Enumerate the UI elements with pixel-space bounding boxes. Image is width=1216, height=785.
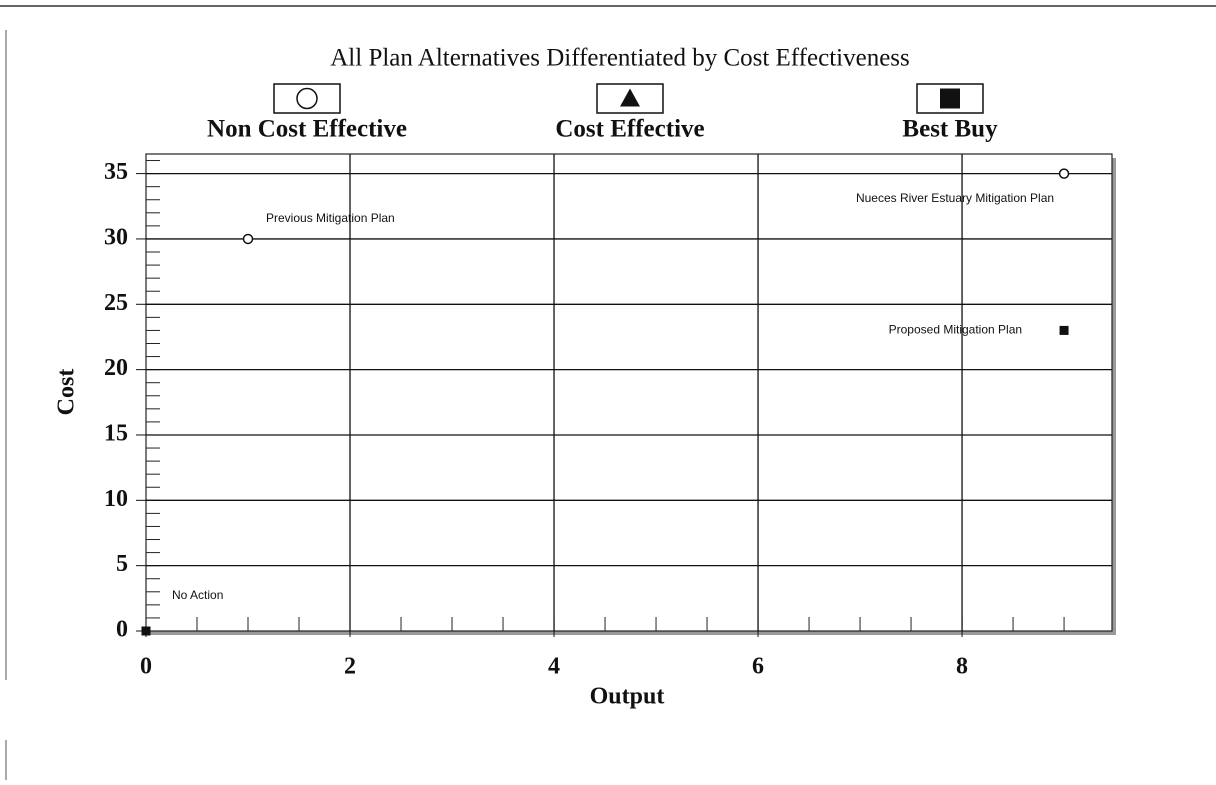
x-tick-label: 6 — [752, 654, 764, 680]
y-axis-label: Cost — [54, 369, 80, 416]
y-tick-label: 10 — [104, 486, 128, 512]
point-label: Nueces River Estuary Mitigation Plan — [856, 191, 1054, 205]
y-tick-label: 20 — [104, 355, 128, 381]
y-tick-label: 0 — [116, 617, 128, 643]
marker-circle — [1058, 168, 1070, 179]
y-tick-label: 30 — [104, 224, 128, 250]
x-tick-label: 4 — [548, 654, 560, 680]
point-label: No Action — [172, 588, 223, 602]
x-tick-label: 8 — [956, 654, 968, 680]
legend-label: Non Cost Effective — [207, 116, 407, 143]
chart-title: All Plan Alternatives Differentiated by … — [330, 45, 910, 72]
y-tick-label: 25 — [104, 290, 128, 316]
point-label: Previous Mitigation Plan — [266, 211, 395, 225]
legend-marker — [620, 88, 640, 107]
x-tick-label: 0 — [140, 654, 152, 680]
plot-area — [145, 153, 1113, 632]
marker-square — [1059, 325, 1069, 335]
point-label: Proposed Mitigation Plan — [889, 323, 1022, 337]
legend-marker — [296, 87, 318, 110]
y-tick-label: 15 — [104, 420, 128, 446]
y-tick-label: 5 — [116, 551, 128, 577]
y-tick-label: 35 — [104, 159, 128, 185]
x-axis-label: Output — [590, 684, 665, 710]
x-tick-label: 2 — [344, 654, 356, 680]
legend-label: Cost Effective — [555, 116, 704, 143]
marker-square — [141, 626, 151, 636]
legend-label: Best Buy — [902, 116, 998, 143]
marker-circle — [242, 233, 254, 245]
legend-marker — [940, 88, 960, 109]
